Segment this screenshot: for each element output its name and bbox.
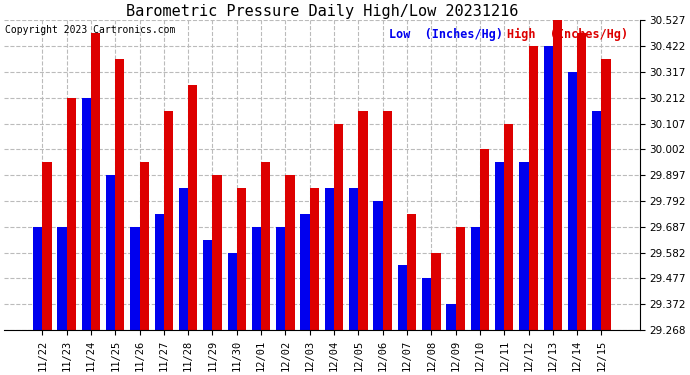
Bar xyxy=(495,162,504,330)
Bar xyxy=(455,227,465,330)
Bar xyxy=(471,227,480,330)
Bar xyxy=(67,98,76,330)
Bar xyxy=(553,20,562,330)
Bar xyxy=(286,175,295,330)
Bar xyxy=(42,162,52,330)
Bar xyxy=(373,201,383,330)
Bar xyxy=(310,188,319,330)
Bar xyxy=(139,162,149,330)
Bar xyxy=(349,188,358,330)
Bar xyxy=(529,46,538,330)
Bar xyxy=(397,266,407,330)
Bar xyxy=(130,227,139,330)
Bar xyxy=(480,149,489,330)
Bar xyxy=(115,59,124,330)
Bar xyxy=(81,98,91,330)
Bar xyxy=(300,214,310,330)
Legend: Low  (Inches/Hg), High  (Inches/Hg): Low (Inches/Hg), High (Inches/Hg) xyxy=(384,23,633,46)
Bar xyxy=(602,59,611,330)
Bar xyxy=(237,188,246,330)
Bar xyxy=(446,304,455,330)
Bar xyxy=(188,85,197,330)
Bar xyxy=(33,227,42,330)
Bar xyxy=(407,214,416,330)
Bar xyxy=(504,124,513,330)
Text: Copyright 2023 Cartronics.com: Copyright 2023 Cartronics.com xyxy=(5,25,175,35)
Bar xyxy=(276,227,286,330)
Bar xyxy=(577,33,586,330)
Bar xyxy=(106,175,115,330)
Bar xyxy=(164,111,173,330)
Bar xyxy=(334,124,344,330)
Bar xyxy=(204,240,213,330)
Bar xyxy=(544,46,553,330)
Bar xyxy=(383,111,392,330)
Bar xyxy=(57,227,67,330)
Bar xyxy=(431,253,440,330)
Bar xyxy=(520,162,529,330)
Bar xyxy=(325,188,334,330)
Bar xyxy=(179,188,188,330)
Bar xyxy=(155,214,164,330)
Bar xyxy=(422,279,431,330)
Bar xyxy=(568,72,577,330)
Bar xyxy=(213,175,221,330)
Bar xyxy=(91,33,100,330)
Bar xyxy=(592,111,602,330)
Title: Barometric Pressure Daily High/Low 20231216: Barometric Pressure Daily High/Low 20231… xyxy=(126,4,518,19)
Bar xyxy=(261,162,270,330)
Bar xyxy=(358,111,368,330)
Bar xyxy=(228,253,237,330)
Bar xyxy=(252,227,261,330)
